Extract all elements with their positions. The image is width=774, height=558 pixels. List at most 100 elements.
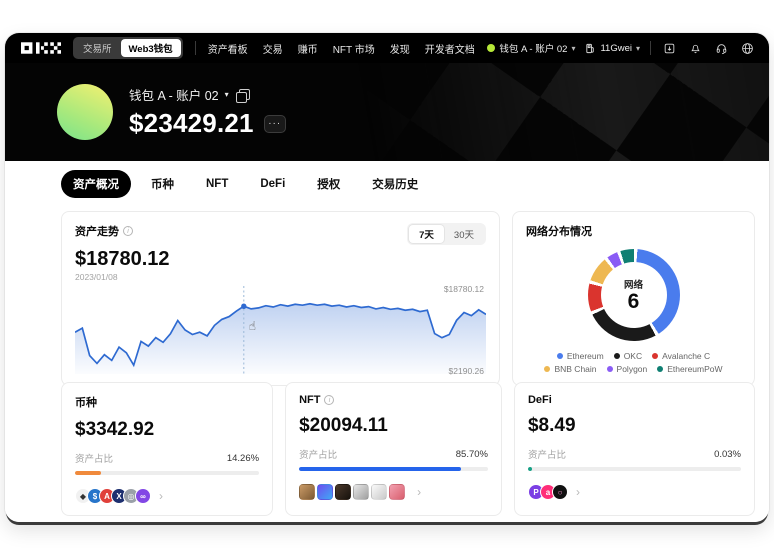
mode-tab-web3-wallet[interactable]: Web3钱包 [120, 39, 181, 57]
tab-defi[interactable]: DeFi [260, 178, 286, 190]
trend-chart[interactable]: $18780.12 $2190.26 ☝ [75, 284, 486, 376]
network-distribution-title: 网络分布情况 [526, 226, 592, 238]
info-icon[interactable]: i [324, 395, 335, 405]
app-download-icon[interactable] [661, 40, 677, 56]
coins-card[interactable]: 币种 $3342.92 资产占比 14.26% ◆ $ A X ◎ ∞ › [61, 382, 274, 516]
coins-ratio-label: 资产占比 [75, 454, 114, 465]
network-donut-chart[interactable]: 网络 6 [587, 249, 680, 341]
legend-dot [556, 353, 563, 359]
checkerboard-decoration [333, 63, 769, 161]
legend-dot [652, 353, 659, 359]
bottom-cards-row: 币种 $3342.92 资产占比 14.26% ◆ $ A X ◎ ∞ › NFT i $ [61, 382, 755, 516]
coins-progress-bar [75, 471, 260, 475]
legend-item-polygon: Polygon [606, 364, 648, 374]
nav-link-nft-market[interactable]: NFT 市场 [332, 44, 375, 56]
legend-dot [613, 353, 620, 359]
bell-icon[interactable] [687, 40, 703, 56]
progress-fill [75, 471, 102, 475]
range-button-7天[interactable]: 7天 [409, 225, 444, 243]
app-window: 交易所 Web3钱包 资产看板 交易 赚币 NFT 市场 发现 开发者文档 钱包 A - 账… [5, 33, 769, 522]
nft-thumb-1 [299, 484, 316, 500]
info-icon[interactable]: i [123, 226, 133, 236]
legend-dot [657, 366, 664, 372]
account-status-dot [487, 44, 496, 52]
navbar-divider [650, 41, 651, 55]
tab-overview[interactable]: 资产概况 [61, 170, 131, 198]
protocol-black-icon: ○ [551, 484, 568, 500]
range-button-30天[interactable]: 30天 [453, 230, 474, 241]
donut-center: 网络 6 [600, 262, 667, 328]
legend-dot [606, 366, 613, 372]
gas-pump-icon [586, 43, 595, 53]
legend-label: Ethereum [566, 351, 604, 361]
network-count: 6 [627, 289, 640, 313]
nav-link-trade[interactable]: 交易 [262, 44, 283, 56]
globe-icon[interactable] [739, 40, 755, 56]
chevron-down-icon: ▾ [571, 43, 576, 53]
defi-ratio-label: 资产占比 [527, 450, 566, 461]
legend-label: OKC [623, 351, 643, 361]
nft-thumb-2 [317, 484, 334, 500]
nav-link-dashboard[interactable]: 资产看板 [207, 44, 248, 56]
nft-thumb-4 [353, 484, 370, 500]
coins-value: $3342.92 [75, 419, 155, 440]
tab-coins[interactable]: 币种 [151, 179, 174, 191]
y-min-label: $2190.26 [448, 366, 484, 376]
headset-icon[interactable] [713, 40, 729, 56]
legend-item-bnb-chain: BNB Chain [544, 364, 597, 374]
chevron-down-icon[interactable]: ▾ [224, 90, 229, 99]
okx-logo[interactable] [21, 42, 61, 54]
defi-value: $8.49 [527, 415, 576, 436]
nft-value: $20094.11 [299, 415, 388, 436]
coins-card-title: 币种 [75, 397, 97, 409]
legend-label: Avalanche C [662, 351, 711, 361]
hero-info: 钱包 A - 账户 02 ▾ $23429.21 ··· [129, 85, 286, 139]
section-tabbar: 资产概况 币种 NFT DeFi 授权 交易历史 [5, 161, 769, 207]
nft-card[interactable]: NFT i $20094.11 资产占比 85.70% › [285, 382, 502, 516]
legend-label: Polygon [616, 364, 648, 374]
account-selector[interactable]: 钱包 A - 账户 02 ▾ [487, 41, 575, 55]
chart-range-toggle: 7天 30天 [407, 223, 486, 245]
legend-label: BNB Chain [554, 364, 597, 374]
defi-card-title: DeFi [527, 394, 552, 406]
legend-item-okc: OKC [613, 351, 643, 361]
exchange-wallet-toggle: 交易所 Web3钱包 [73, 37, 183, 59]
mode-tab-exchange[interactable]: 交易所 [83, 44, 112, 55]
nft-ratio-label: 资产占比 [299, 450, 338, 461]
network-legend: Ethereum OKC Avalanche C BNB Chain Polygon Et… [526, 351, 741, 374]
y-max-label: $18780.12 [443, 284, 484, 294]
polygon-icon: ∞ [135, 488, 151, 504]
copy-address-icon[interactable] [235, 89, 250, 103]
chevron-right-icon[interactable]: › [417, 485, 422, 499]
legend-label: EthereumPoW [667, 364, 723, 374]
top-cards-row: 资产走势 i 7天 30天 $18780.12 2023/01/08 $18780… [61, 211, 755, 386]
legend-item-ethereumpow: EthereumPoW [657, 364, 723, 374]
navbar-divider [194, 41, 196, 55]
wallet-avatar[interactable] [57, 84, 113, 140]
nft-progress-bar [299, 467, 488, 471]
nft-percent: 85.70% [455, 448, 488, 460]
trend-chart-svg [75, 286, 486, 374]
nft-thumb-5 [371, 484, 388, 500]
asset-trend-card: 资产走势 i 7天 30天 $18780.12 2023/01/08 $18780… [61, 211, 500, 386]
tab-nft[interactable]: NFT [206, 178, 229, 190]
gas-indicator[interactable]: 11Gwei ▾ [585, 43, 640, 54]
wallet-name[interactable]: 钱包 A - 账户 02 [129, 89, 219, 103]
chevron-right-icon[interactable]: › [159, 489, 163, 503]
asset-trend-title: 资产走势 [75, 226, 119, 238]
nav-link-earn[interactable]: 赚币 [297, 44, 318, 56]
total-balance: $23429.21 [129, 108, 254, 138]
progress-fill [299, 467, 461, 471]
chevron-down-icon: ▾ [635, 43, 640, 53]
chevron-right-icon[interactable]: › [575, 485, 580, 499]
donut-center-label: 网络 [623, 279, 643, 291]
nav-link-dev-docs[interactable]: 开发者文档 [424, 44, 475, 56]
tab-history[interactable]: 交易历史 [372, 179, 419, 191]
tab-approvals[interactable]: 授权 [317, 179, 341, 191]
nav-link-discover[interactable]: 发现 [389, 44, 410, 56]
mouse-cursor-icon: ☝ [248, 318, 257, 333]
defi-progress-bar [527, 467, 741, 471]
more-actions-button[interactable]: ··· [263, 114, 286, 133]
